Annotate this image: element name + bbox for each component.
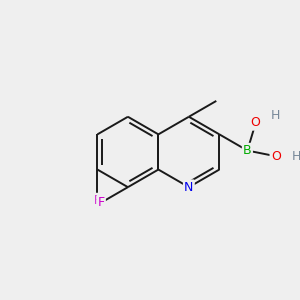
Text: H: H (270, 109, 280, 122)
Text: F: F (94, 194, 101, 207)
Text: B: B (243, 144, 252, 157)
Text: H: H (292, 150, 300, 163)
Text: O: O (271, 150, 281, 163)
Text: O: O (251, 116, 261, 129)
Text: F: F (98, 196, 105, 209)
Text: N: N (184, 181, 194, 194)
